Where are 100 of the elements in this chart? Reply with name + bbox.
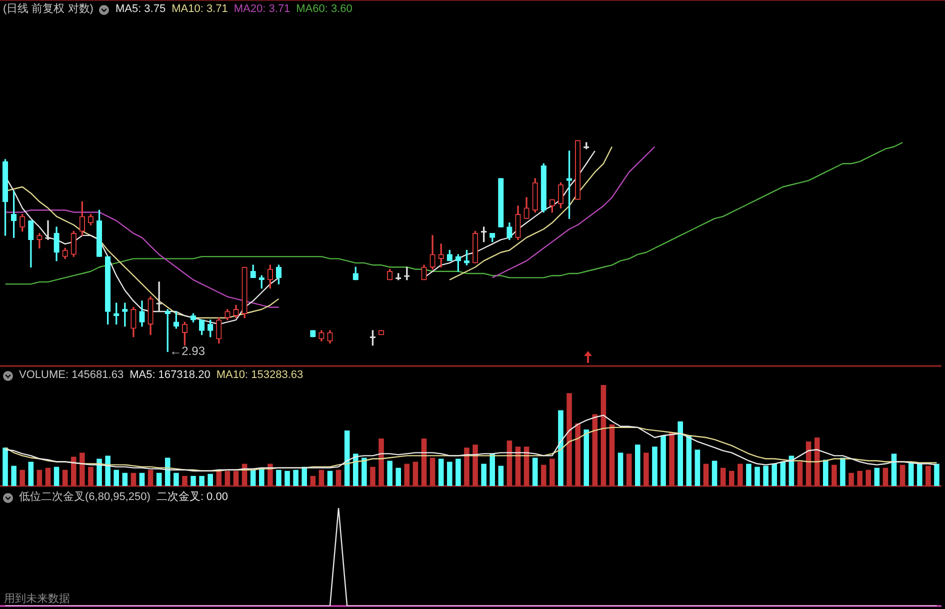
bar [148, 470, 154, 486]
bar [464, 448, 470, 486]
text: MA60: 3.60 [296, 3, 352, 16]
bar [310, 476, 316, 486]
bar [822, 460, 828, 486]
bar [293, 470, 298, 486]
bar [916, 464, 922, 486]
bar [88, 466, 94, 486]
bar [412, 462, 418, 486]
bar [404, 464, 410, 486]
bar [891, 454, 897, 486]
text: MA10: 3.71 [172, 3, 228, 16]
bar [2, 448, 8, 486]
bar [866, 470, 872, 486]
text: MA5: 167318.20 [130, 369, 210, 382]
bar [686, 436, 692, 486]
bar [114, 470, 120, 486]
bar [882, 468, 888, 486]
bar [438, 458, 444, 486]
bar [592, 414, 598, 486]
annotation: ←2.93 [170, 344, 206, 358]
bar [797, 462, 803, 486]
bar [362, 458, 367, 486]
bar [540, 464, 546, 486]
bar [848, 472, 854, 486]
bar [703, 464, 709, 486]
bar [652, 446, 658, 486]
bar [532, 458, 538, 486]
bar [600, 385, 606, 486]
bar [900, 464, 906, 486]
bar [694, 450, 700, 486]
bar [644, 452, 649, 486]
bar [199, 476, 204, 486]
text: MA10: 153283.63 [216, 369, 304, 382]
bar [250, 470, 256, 486]
bar [164, 458, 170, 486]
bar [258, 468, 264, 486]
bar [772, 464, 778, 486]
bar [490, 454, 496, 486]
bar [302, 466, 308, 486]
bar [28, 462, 34, 486]
text: 二次金叉: 0.00 [156, 491, 228, 504]
bar [96, 458, 102, 486]
bar [70, 456, 76, 486]
bar [54, 466, 60, 486]
bar [268, 464, 273, 486]
bar [130, 472, 136, 486]
bar [370, 466, 376, 486]
bar [763, 466, 768, 486]
bar [284, 470, 290, 486]
bar [224, 470, 230, 486]
bar [550, 458, 555, 486]
bar [584, 429, 590, 486]
bar [139, 472, 145, 486]
bar [626, 454, 632, 486]
bar [216, 470, 222, 486]
chart-title: VOLUME: 145681.63 [19, 369, 124, 382]
bar [874, 468, 880, 486]
bar [36, 470, 42, 486]
bar [926, 466, 931, 486]
bar [80, 452, 85, 486]
bar [45, 468, 51, 486]
bar [276, 470, 282, 486]
bar [609, 424, 615, 486]
bar [352, 454, 358, 486]
bar [728, 470, 734, 486]
bar [174, 472, 179, 486]
bar [20, 470, 26, 486]
bar [472, 444, 478, 486]
bar [430, 458, 436, 486]
bar [566, 393, 572, 486]
bar [498, 466, 504, 486]
bar [832, 464, 837, 486]
bar [318, 470, 324, 486]
bar [780, 462, 786, 486]
bar [378, 438, 384, 486]
bar [669, 432, 674, 486]
bar [336, 470, 342, 486]
bar [62, 470, 68, 486]
bar [720, 468, 726, 486]
bar [754, 466, 760, 486]
bar [446, 462, 452, 486]
bar [190, 476, 196, 486]
bar [327, 470, 333, 486]
bar [105, 456, 110, 486]
bar [934, 464, 940, 486]
bar [840, 458, 846, 486]
text: MA5: 3.75 [115, 3, 166, 16]
annotation: 用到未来数据 [4, 593, 70, 605]
bar [208, 474, 214, 486]
bar [618, 452, 624, 486]
bar [634, 444, 640, 486]
chart-title: (日线 前复权 对数) [3, 3, 94, 16]
bar [857, 470, 862, 486]
bar [396, 468, 402, 486]
text: MA20: 3.71 [234, 3, 290, 16]
bar [660, 436, 666, 486]
bar [122, 472, 128, 486]
bar [456, 458, 461, 486]
bar [575, 423, 580, 486]
